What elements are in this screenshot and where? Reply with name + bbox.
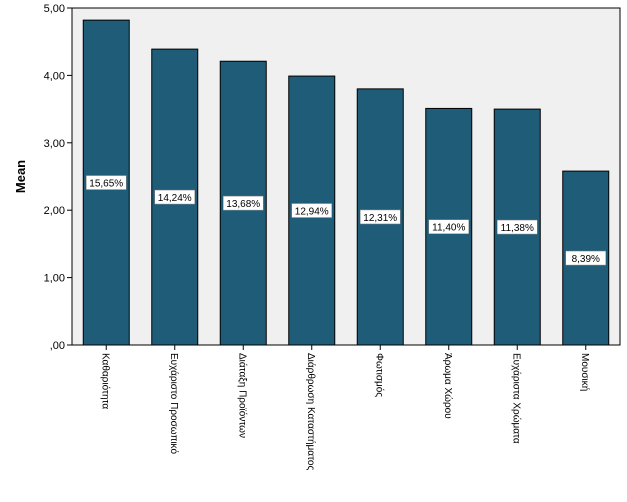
category-label: Ευχάριστο Προσωπικό xyxy=(168,353,180,454)
y-tick-label: 3,00 xyxy=(44,138,65,150)
category-label: Φωτισμός xyxy=(373,353,385,397)
data-label-box xyxy=(154,189,195,205)
category-label: Διάταξη Προϊόντων xyxy=(236,353,248,438)
y-tick-label: ,00 xyxy=(50,340,65,352)
data-label-box xyxy=(565,250,606,266)
y-tick-label: 2,00 xyxy=(44,205,65,217)
category-label: Ευχάριστα Χρώματα xyxy=(510,353,522,444)
data-label: 15,65% xyxy=(86,175,127,190)
data-label: 14,24% xyxy=(154,189,195,205)
data-label-box xyxy=(428,219,469,234)
data-label-text: 14,24% xyxy=(158,193,192,204)
category-label: Καθαριότητα xyxy=(99,353,111,409)
data-label-text: 12,31% xyxy=(363,213,397,224)
data-label-box xyxy=(223,195,264,211)
y-tick-label: 1,00 xyxy=(44,273,65,285)
data-label: 12,31% xyxy=(360,209,401,225)
data-label: 13,68% xyxy=(223,195,264,211)
category-label: Μουσική xyxy=(579,353,591,391)
data-label-text: 11,40% xyxy=(432,223,465,234)
data-label-text: 13,68% xyxy=(226,199,260,210)
data-label-text: 15,65% xyxy=(89,179,123,190)
y-tick-label: 5,00 xyxy=(44,3,65,15)
y-tick-label: 4,00 xyxy=(44,70,65,82)
data-label-box xyxy=(86,175,127,190)
data-label-text: 8,39% xyxy=(572,254,600,265)
data-label-box xyxy=(360,209,401,225)
data-label-text: 12,94% xyxy=(295,207,329,218)
y-axis: ,00 1,00 2,00 3,00 4,00 5,00 xyxy=(44,3,72,352)
data-label-box xyxy=(291,203,332,218)
data-label: 8,39% xyxy=(565,250,606,266)
data-label: 11,40% xyxy=(428,219,469,234)
category-label: Διάρθρωση Καταστήματος xyxy=(305,353,317,470)
data-label: 11,38% xyxy=(497,219,538,235)
data-label-text: 11,38% xyxy=(501,223,534,234)
data-label: 12,94% xyxy=(291,203,332,218)
bars-group: 15,65% 14,24% 13,68% 12,94% 12,31% 11,40% 11,3… xyxy=(82,19,610,346)
y-axis-label: Mean xyxy=(13,160,28,193)
data-label-box xyxy=(497,219,538,235)
category-label: Άρωμα Χώρου xyxy=(442,353,454,419)
x-axis: Καθαριότητα Ευχάριστο Προσωπικό Διάταξη Πρ… xyxy=(99,345,591,470)
